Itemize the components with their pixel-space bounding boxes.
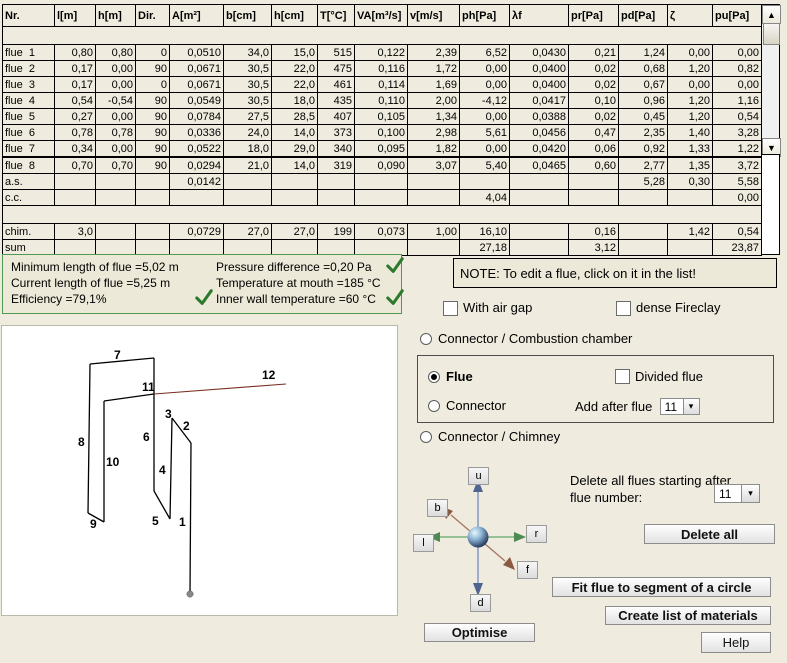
svg-text:6: 6: [143, 430, 150, 444]
svg-text:4: 4: [159, 463, 166, 477]
svg-text:10: 10: [106, 455, 120, 469]
svg-text:1: 1: [179, 515, 186, 529]
svg-text:9: 9: [90, 517, 97, 531]
svg-text:2: 2: [183, 419, 190, 433]
svg-text:12: 12: [262, 368, 276, 382]
svg-text:3: 3: [165, 407, 172, 421]
svg-text:8: 8: [78, 435, 85, 449]
svg-text:5: 5: [152, 514, 159, 528]
svg-text:11: 11: [142, 380, 155, 394]
svg-text:7: 7: [114, 348, 121, 362]
